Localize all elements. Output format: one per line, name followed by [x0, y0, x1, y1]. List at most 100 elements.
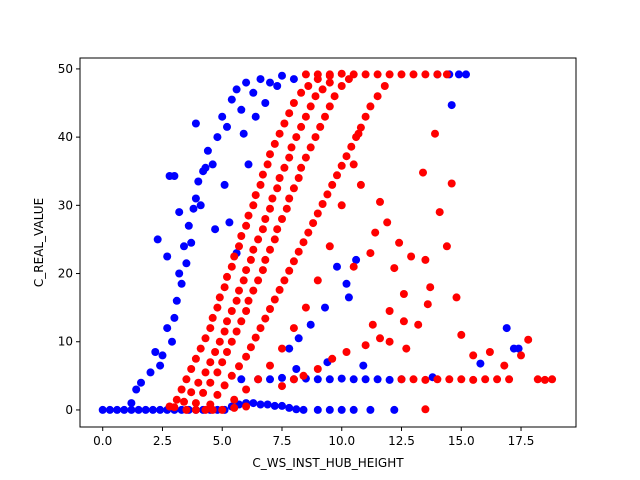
data-point	[280, 163, 289, 172]
data-point	[266, 375, 274, 384]
data-point	[289, 375, 298, 384]
data-point	[168, 337, 176, 346]
data-point	[256, 180, 265, 189]
data-point	[325, 405, 334, 414]
data-point	[227, 95, 236, 104]
data-point	[390, 264, 399, 273]
data-point	[266, 150, 274, 159]
data-point	[105, 405, 114, 414]
data-point	[313, 405, 322, 414]
data-point	[156, 405, 165, 414]
data-point	[235, 286, 243, 295]
data-point	[278, 373, 286, 382]
data-point	[354, 129, 363, 138]
data-point	[361, 112, 370, 121]
data-point	[261, 314, 270, 323]
data-point	[196, 201, 205, 210]
data-point	[500, 361, 509, 370]
data-point	[156, 361, 165, 370]
data-point	[177, 385, 186, 394]
data-point	[270, 139, 279, 148]
data-point	[244, 296, 253, 305]
data-point	[316, 122, 325, 131]
data-point	[421, 70, 430, 79]
data-point	[242, 266, 251, 275]
data-point	[399, 317, 408, 326]
data-point	[481, 375, 490, 384]
data-point	[220, 180, 229, 189]
data-point	[175, 269, 184, 278]
data-point	[244, 211, 253, 220]
data-point	[227, 337, 236, 346]
data-point	[278, 71, 286, 80]
data-point	[220, 283, 229, 292]
data-point	[275, 129, 284, 138]
data-point	[337, 374, 346, 383]
data-point	[325, 70, 334, 79]
data-point	[275, 174, 284, 182]
data-point	[292, 133, 301, 142]
data-point	[225, 218, 234, 227]
data-point	[366, 249, 375, 258]
data-point	[239, 276, 248, 285]
data-point	[249, 286, 258, 295]
data-point	[206, 358, 215, 367]
data-point	[419, 168, 427, 177]
data-point	[170, 172, 179, 180]
data-point	[213, 368, 222, 377]
data-point	[230, 252, 239, 261]
plot-frame	[79, 57, 577, 428]
data-point	[218, 358, 227, 367]
data-point	[349, 160, 358, 169]
data-point	[352, 255, 361, 264]
data-point	[213, 303, 222, 312]
data-point	[289, 324, 298, 333]
data-point	[297, 163, 306, 172]
data-point	[187, 365, 196, 373]
data-point	[433, 375, 442, 384]
data-point	[493, 375, 502, 384]
data-point	[289, 184, 298, 193]
data-point	[349, 70, 358, 79]
data-point	[184, 221, 193, 230]
data-point	[282, 204, 291, 213]
data-point	[414, 320, 423, 329]
data-point	[452, 293, 461, 302]
data-point	[153, 235, 162, 244]
data-point	[356, 123, 365, 132]
data-point	[361, 341, 370, 350]
data-point	[223, 317, 231, 326]
data-point	[368, 320, 377, 329]
data-point	[227, 307, 236, 315]
data-point	[278, 401, 286, 410]
data-point	[232, 85, 241, 94]
data-point	[361, 70, 370, 79]
x-tick-label: 5.0	[213, 434, 232, 448]
data-point	[442, 242, 451, 251]
data-point	[172, 296, 181, 305]
data-point	[402, 344, 411, 353]
data-point	[251, 333, 260, 342]
data-point	[261, 215, 270, 223]
data-point	[485, 348, 494, 356]
data-point	[306, 320, 315, 329]
data-point	[230, 403, 239, 412]
data-point	[294, 334, 303, 343]
data-point	[297, 122, 306, 131]
data-point	[313, 375, 322, 384]
data-point	[254, 276, 263, 285]
data-point	[120, 405, 129, 414]
data-point	[280, 119, 289, 128]
data-point	[242, 78, 251, 87]
data-point	[230, 395, 239, 404]
data-point	[235, 362, 243, 371]
data-point	[421, 255, 430, 264]
data-point	[304, 82, 313, 90]
data-point	[263, 400, 272, 409]
y-tick-label: 20	[58, 267, 73, 281]
data-point	[191, 194, 200, 203]
data-point	[469, 351, 478, 360]
data-point	[127, 405, 136, 414]
data-point	[206, 324, 215, 333]
data-point	[211, 348, 220, 356]
